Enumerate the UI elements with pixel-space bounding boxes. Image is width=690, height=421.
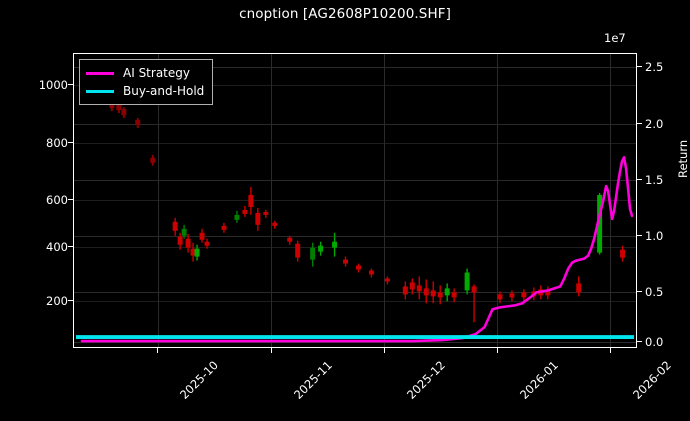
bottom-tickmark-2026-02 xyxy=(610,348,611,353)
gridline-h-0-0 xyxy=(74,342,636,343)
right-axis-tick-0-5: 0.5 xyxy=(645,285,664,299)
x-axis-label-2026-02: 2026-02 xyxy=(630,358,674,402)
gridline-v-2026-01 xyxy=(497,54,498,347)
left-tickmark-800 xyxy=(68,142,73,143)
legend-item-buy-and-hold[interactable]: Buy-and-Hold xyxy=(86,82,204,100)
right-axis-tick-0-0: 0.0 xyxy=(645,335,664,349)
right-axis-tick-2-5: 2.5 xyxy=(645,60,664,74)
gridline-h-2-5 xyxy=(74,67,636,68)
right-axis-label: Return xyxy=(676,139,690,178)
legend-label-buy-and-hold: Buy-and-Hold xyxy=(123,84,205,98)
gridline-h-800 xyxy=(74,143,636,144)
gridline-h-400 xyxy=(74,247,636,248)
left-tickmark-200 xyxy=(68,300,73,301)
right-tickmark-1-5 xyxy=(637,179,642,180)
x-axis-label-2025-10: 2025-10 xyxy=(177,358,221,402)
left-axis-tick-800: 800 xyxy=(46,136,68,150)
gridline-v-2025-11 xyxy=(271,54,272,347)
right-tickmark-0-0 xyxy=(637,341,642,342)
x-axis-label-2025-11: 2025-11 xyxy=(291,358,335,402)
gridline-h-600 xyxy=(74,200,636,201)
left-axis-tick-200: 200 xyxy=(46,294,68,308)
ai-strategy-line xyxy=(80,156,634,343)
right-tickmark-1-0 xyxy=(637,235,642,236)
gridline-h-0-5 xyxy=(74,292,636,293)
gridline-v-2025-10 xyxy=(158,54,159,347)
bottom-tickmark-2025-12 xyxy=(384,348,385,353)
right-axis-tick-1-0: 1.0 xyxy=(645,229,664,243)
left-axis-tick-400: 400 xyxy=(46,240,68,254)
x-axis-label-2025-12: 2025-12 xyxy=(404,358,448,402)
bottom-tickmark-2026-01 xyxy=(497,348,498,353)
gridline-h-200 xyxy=(74,301,636,302)
legend-swatch-ai-strategy xyxy=(86,71,114,75)
candlestick-series xyxy=(109,95,626,323)
right-axis-tick-2-0: 2.0 xyxy=(645,117,664,131)
right-tickmark-2-5 xyxy=(637,66,642,67)
left-axis-tick-600: 600 xyxy=(46,193,68,207)
chart-legend: AI Strategy Buy-and-Hold xyxy=(79,59,214,105)
right-tickmark-0-5 xyxy=(637,291,642,292)
right-axis-offset-label: 1e7 xyxy=(604,31,626,45)
gridline-h-1-0 xyxy=(74,236,636,237)
right-axis-tick-1-5: 1.5 xyxy=(645,173,664,187)
legend-label-ai-strategy: AI Strategy xyxy=(123,66,190,80)
gridline-h-2-0 xyxy=(74,124,636,125)
legend-item-ai-strategy[interactable]: AI Strategy xyxy=(86,64,204,82)
bottom-tickmark-2025-11 xyxy=(271,348,272,353)
page-title: cnoption [AG2608P10200.SHF] xyxy=(239,6,451,22)
gridline-h-1000 xyxy=(74,85,636,86)
gridline-v-2025-12 xyxy=(384,54,385,347)
left-tickmark-1000 xyxy=(68,84,73,85)
plot-area: AI Strategy Buy-and-Hold xyxy=(73,53,637,348)
gridline-h-1-5 xyxy=(74,180,636,181)
chart-canvas xyxy=(75,95,635,343)
right-tickmark-2-0 xyxy=(637,123,642,124)
x-axis-label-2026-01: 2026-01 xyxy=(517,358,561,402)
left-axis-tick-1000: 1000 xyxy=(38,78,68,92)
legend-swatch-buy-and-hold xyxy=(86,89,114,93)
left-tickmark-600 xyxy=(68,199,73,200)
bottom-tickmark-2025-10 xyxy=(157,348,158,353)
left-tickmark-400 xyxy=(68,246,73,247)
